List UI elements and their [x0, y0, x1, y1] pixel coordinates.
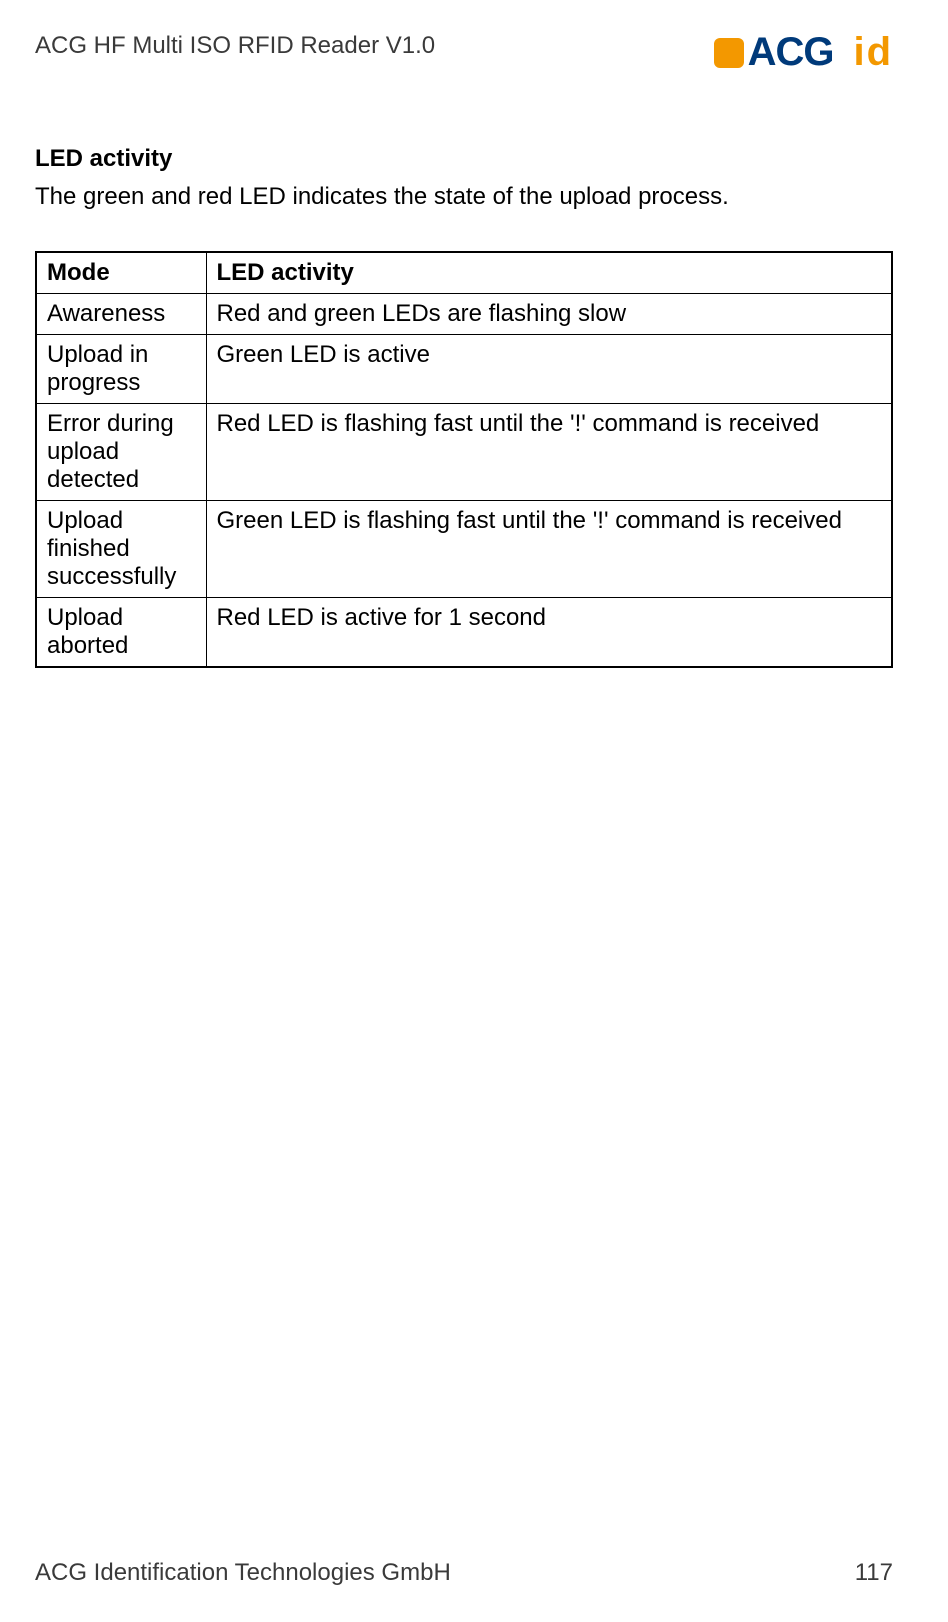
footer-company: ACG Identification Technologies GmbH [35, 1559, 451, 1587]
table-header-row: Mode LED activity [36, 252, 892, 294]
table-header-mode: Mode [36, 252, 206, 294]
table-header-led: LED activity [206, 252, 892, 294]
logo-square-icon [714, 38, 744, 68]
logo: ACG id [714, 30, 893, 75]
intro-text: The green and red LED indicates the stat… [35, 183, 893, 211]
table-row: Upload finished successfully Green LED i… [36, 501, 892, 598]
table-row: Awareness Red and green LEDs are flashin… [36, 294, 892, 335]
table-cell-mode: Error during upload detected [36, 404, 206, 501]
page-header: ACG HF Multi ISO RFID Reader V1.0 ACG id [35, 30, 893, 75]
table-cell-mode: Upload finished successfully [36, 501, 206, 598]
footer-page-number: 117 [855, 1559, 893, 1587]
logo-acg-block: ACG [714, 30, 834, 75]
table-cell-led: Green LED is flashing fast until the '!'… [206, 501, 892, 598]
logo-text-id: id [853, 30, 893, 75]
table-cell-mode: Awareness [36, 294, 206, 335]
table-cell-mode: Upload in progress [36, 335, 206, 404]
table-cell-led: Red LED is active for 1 second [206, 598, 892, 668]
table-cell-led: Red and green LEDs are flashing slow [206, 294, 892, 335]
logo-text-acg: ACG [748, 30, 834, 75]
page-footer: ACG Identification Technologies GmbH 117 [35, 1559, 893, 1587]
table-cell-led: Green LED is active [206, 335, 892, 404]
table-row: Error during upload detected Red LED is … [36, 404, 892, 501]
led-activity-table: Mode LED activity Awareness Red and gree… [35, 251, 893, 668]
table-row: Upload in progress Green LED is active [36, 335, 892, 404]
document-title: ACG HF Multi ISO RFID Reader V1.0 [35, 30, 435, 60]
table-cell-mode: Upload aborted [36, 598, 206, 668]
section-title: LED activity [35, 145, 893, 173]
table-row: Upload aborted Red LED is active for 1 s… [36, 598, 892, 668]
table-cell-led: Red LED is flashing fast until the '!' c… [206, 404, 892, 501]
